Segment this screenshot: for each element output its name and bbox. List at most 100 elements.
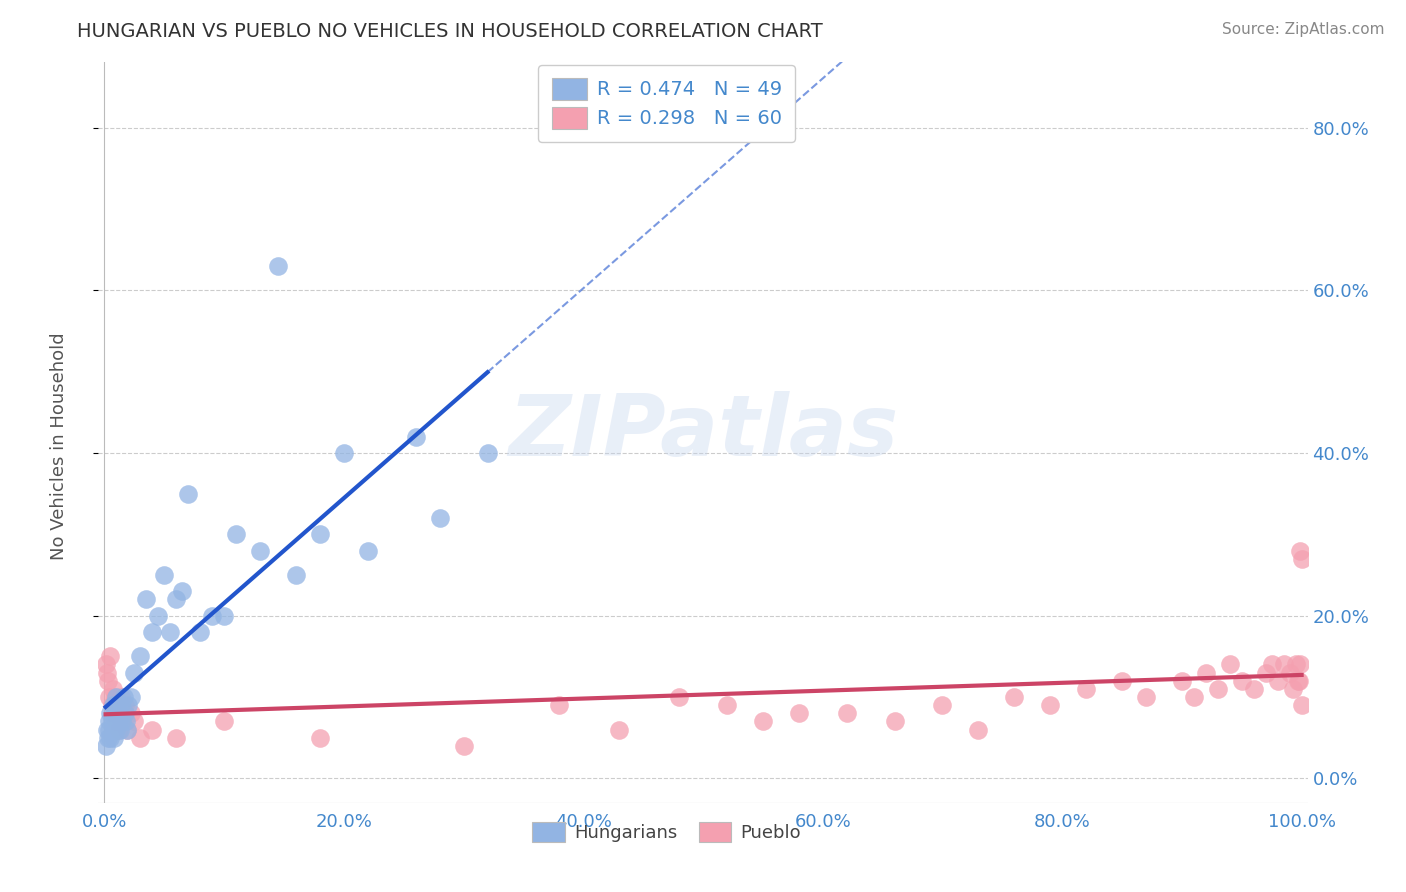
Point	[787, 706, 810, 721]
Point	[548, 698, 571, 713]
Point	[284, 568, 307, 582]
Point	[98, 714, 121, 729]
Point	[607, 723, 630, 737]
Point	[100, 706, 122, 721]
Point	[967, 723, 990, 737]
Text: ZIPatlas: ZIPatlas	[508, 391, 898, 475]
Point	[1284, 657, 1306, 672]
Point	[105, 690, 128, 704]
Point	[103, 706, 125, 721]
Text: No Vehicles in Household: No Vehicles in Household	[51, 332, 67, 560]
Point	[668, 690, 690, 704]
Point	[110, 690, 132, 704]
Point	[357, 543, 380, 558]
Point	[1182, 690, 1205, 704]
Point	[212, 714, 235, 729]
Point	[835, 706, 858, 721]
Point	[159, 624, 181, 639]
Point	[1074, 681, 1097, 696]
Point	[1254, 665, 1277, 680]
Point	[105, 723, 128, 737]
Point	[97, 731, 120, 745]
Point	[117, 698, 139, 713]
Point	[94, 657, 117, 672]
Point	[107, 714, 129, 729]
Legend: Hungarians, Pueblo: Hungarians, Pueblo	[526, 815, 808, 849]
Point	[97, 673, 120, 688]
Point	[141, 723, 163, 737]
Point	[100, 731, 122, 745]
Point	[111, 714, 134, 729]
Point	[309, 527, 332, 541]
Point	[405, 430, 427, 444]
Point	[94, 739, 117, 753]
Point	[1289, 657, 1312, 672]
Point	[429, 511, 451, 525]
Point	[100, 698, 122, 713]
Point	[111, 714, 134, 729]
Point	[188, 624, 211, 639]
Point	[1288, 673, 1310, 688]
Point	[752, 714, 775, 729]
Point	[1111, 673, 1133, 688]
Point	[212, 608, 235, 623]
Point	[1171, 673, 1194, 688]
Point	[120, 706, 142, 721]
Point	[716, 698, 738, 713]
Point	[112, 690, 135, 704]
Point	[98, 723, 121, 737]
Point	[107, 723, 129, 737]
Point	[1291, 698, 1313, 713]
Point	[1286, 673, 1309, 688]
Point	[931, 698, 953, 713]
Point	[96, 723, 118, 737]
Point	[101, 723, 124, 737]
Point	[1230, 673, 1253, 688]
Point	[96, 665, 118, 680]
Point	[225, 527, 247, 541]
Point	[1195, 665, 1218, 680]
Point	[104, 690, 127, 704]
Point	[101, 681, 124, 696]
Point	[1135, 690, 1157, 704]
Point	[1291, 551, 1313, 566]
Point	[104, 706, 127, 721]
Point	[124, 714, 146, 729]
Point	[141, 624, 163, 639]
Point	[267, 259, 290, 273]
Point	[148, 608, 170, 623]
Point	[100, 649, 122, 664]
Text: HUNGARIAN VS PUEBLO NO VEHICLES IN HOUSEHOLD CORRELATION CHART: HUNGARIAN VS PUEBLO NO VEHICLES IN HOUSE…	[77, 22, 823, 41]
Point	[1039, 698, 1062, 713]
Point	[1243, 681, 1265, 696]
Point	[201, 608, 224, 623]
Point	[108, 723, 131, 737]
Point	[153, 568, 176, 582]
Point	[453, 739, 475, 753]
Point	[135, 592, 157, 607]
Point	[1289, 543, 1312, 558]
Point	[1219, 657, 1241, 672]
Point	[333, 446, 356, 460]
Point	[115, 714, 138, 729]
Point	[1002, 690, 1025, 704]
Point	[103, 731, 125, 745]
Text: Source: ZipAtlas.com: Source: ZipAtlas.com	[1222, 22, 1385, 37]
Point	[107, 706, 129, 721]
Point	[172, 584, 194, 599]
Point	[101, 698, 124, 713]
Point	[129, 731, 152, 745]
Point	[104, 714, 127, 729]
Point	[100, 714, 122, 729]
Point	[249, 543, 271, 558]
Point	[165, 731, 187, 745]
Point	[1282, 681, 1305, 696]
Point	[477, 446, 499, 460]
Point	[883, 714, 905, 729]
Point	[115, 723, 138, 737]
Point	[165, 592, 187, 607]
Point	[98, 690, 121, 704]
Point	[114, 698, 136, 713]
Point	[1260, 657, 1282, 672]
Point	[114, 706, 136, 721]
